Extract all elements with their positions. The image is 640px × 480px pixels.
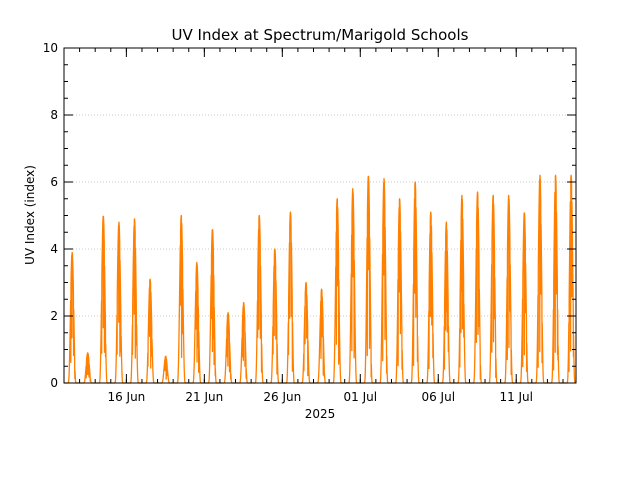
- series-line-2025-06-14: [95, 215, 111, 384]
- y-axis-label: UV Index (index): [23, 165, 37, 265]
- series-line-2025-06-20: [188, 261, 205, 384]
- series-line-2025-07-02: [375, 178, 392, 384]
- series-line-2025-06-27: [297, 281, 314, 384]
- y-tick-label: 10: [43, 41, 58, 55]
- series-line-2025-06-13: [79, 352, 96, 384]
- series-line-2025-07-04: [407, 181, 423, 384]
- series-line-2025-06-15: [110, 221, 127, 384]
- x-tick-label: 06 Jul: [421, 390, 455, 404]
- series-line-2025-07-07: [453, 194, 470, 384]
- series-line-2025-06-28: [313, 288, 330, 384]
- series-line-2025-06-19: [173, 214, 189, 384]
- series-line-2025-07-12: [531, 174, 548, 384]
- series-line-2025-07-08: [469, 191, 486, 384]
- y-tick-label: 0: [50, 376, 58, 390]
- x-tick-labels: 16 Jun 21 Jun 26 Jun 01 Jul 06 Jul 11 Jul: [107, 390, 533, 404]
- series-line-2025-06-23: [235, 301, 252, 384]
- series-group: [64, 174, 576, 384]
- series-line-2025-06-22: [219, 312, 236, 384]
- gridlines: [64, 114, 576, 317]
- series-line-2025-07-14: [563, 174, 576, 384]
- series-line-2025-07-03: [391, 198, 408, 384]
- y-tick-label: 8: [50, 108, 58, 122]
- series-line-2025-06-17: [141, 278, 158, 384]
- series-line-2025-06-25: [266, 248, 283, 384]
- y-tick-labels: 0 2 4 6 8 10: [43, 41, 58, 390]
- axis-ticks: [63, 47, 576, 384]
- x-tick-label: 26 Jun: [263, 390, 301, 404]
- series-line-2025-06-29: [329, 198, 345, 384]
- x-tick-label: 21 Jun: [185, 390, 223, 404]
- series-line-2025-07-13: [547, 174, 564, 384]
- series-line-2025-06-30: [344, 188, 361, 384]
- series-line-2025-06-24: [251, 214, 267, 384]
- series-line-2025-07-05: [422, 211, 439, 384]
- series-line-2025-06-12: [64, 251, 80, 384]
- y-tick-label: 6: [50, 175, 58, 189]
- series-line-2025-06-21: [204, 229, 220, 384]
- series-line-2025-06-18: [157, 355, 174, 384]
- series-line-2025-07-06: [438, 221, 454, 384]
- y-tick-label: 4: [50, 242, 58, 256]
- series-line-2025-07-10: [500, 194, 517, 384]
- x-axis-label: 2025: [305, 407, 336, 421]
- chart-title: UV Index at Spectrum/Marigold Schools: [172, 26, 469, 44]
- x-tick-label: 01 Jul: [344, 390, 378, 404]
- x-tick-label: 16 Jun: [107, 390, 145, 404]
- series-line-2025-07-01: [360, 175, 376, 384]
- x-tick-label: 11 Jul: [499, 390, 533, 404]
- y-tick-label: 2: [50, 309, 58, 323]
- series-line-2025-06-26: [282, 211, 298, 384]
- series-line-2025-07-09: [485, 194, 501, 384]
- series-line-2025-06-16: [126, 218, 142, 384]
- series-line-2025-07-11: [516, 212, 532, 384]
